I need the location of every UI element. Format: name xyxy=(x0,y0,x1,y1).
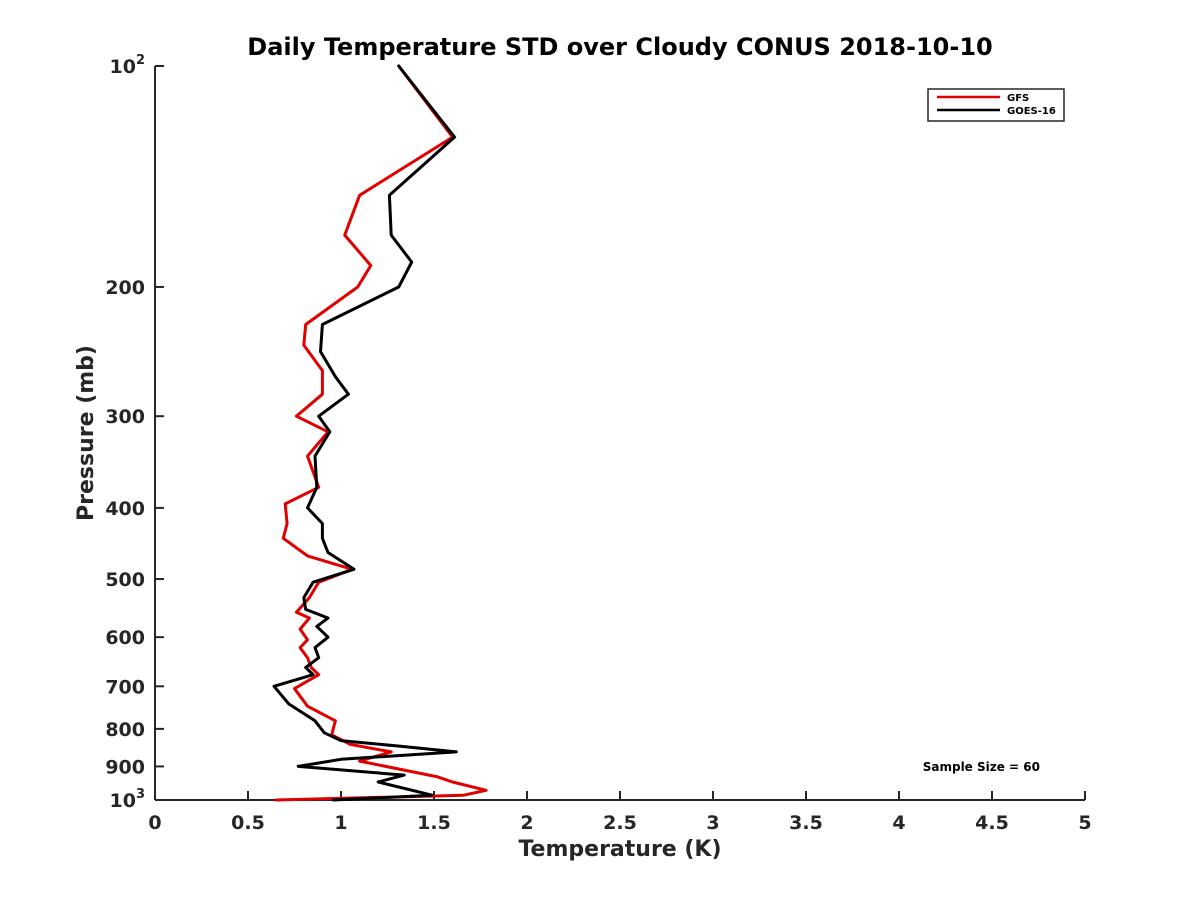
x-tick-label: 1 xyxy=(334,812,347,834)
legend-label: GOES-16 xyxy=(1007,106,1056,117)
x-tick-label: 5 xyxy=(1078,812,1091,834)
y-tick-label: 800 xyxy=(105,719,145,741)
series-lines xyxy=(272,64,488,802)
x-tick-label: 3 xyxy=(706,812,719,834)
y-tick-label: 900 xyxy=(105,756,145,778)
y-tick-label: 600 xyxy=(105,627,145,649)
sample-size-annotation: Sample Size = 60 xyxy=(923,760,1040,774)
y-tick-label: 500 xyxy=(105,569,145,591)
series-line-goes-16 xyxy=(272,64,458,802)
legend-label: GFS xyxy=(1007,93,1029,104)
legend-items: GFS GOES-16 xyxy=(937,93,1056,117)
x-tick-label: 3.5 xyxy=(789,812,823,834)
legend: GFS GOES-16 xyxy=(927,88,1065,122)
y-tick-label: 102 xyxy=(110,53,146,78)
x-tick-label: 2.5 xyxy=(603,812,637,834)
x-tick-label: 0.5 xyxy=(231,812,265,834)
x-tick-label: 0 xyxy=(148,812,161,834)
x-tick-label: 2 xyxy=(520,812,533,834)
chart-title: Daily Temperature STD over Cloudy CONUS … xyxy=(247,33,992,61)
x-tick-label: 4 xyxy=(892,812,905,834)
x-tick-label: 1.5 xyxy=(417,812,451,834)
series-line-gfs xyxy=(274,64,488,802)
x-ticks: 0 0.5 1 1.5 2 2.5 3 3.5 4 4.5 5 xyxy=(148,791,1092,834)
plot-area: 0 0.5 1 1.5 2 2.5 3 3.5 4 4.5 5 102 200 300 400 500 600… xyxy=(105,53,1091,834)
y-tick-label: 103 xyxy=(110,787,146,812)
y-axis-label: Pressure (mb) xyxy=(74,345,99,521)
x-tick-label: 4.5 xyxy=(975,812,1009,834)
y-tick-label: 400 xyxy=(105,498,145,520)
y-ticks: 102 200 300 400 500 600 700 800 900 103 xyxy=(105,53,164,812)
y-tick-label: 700 xyxy=(105,676,145,698)
y-tick-label: 300 xyxy=(105,406,145,428)
x-axis-label: Temperature (K) xyxy=(518,837,721,862)
legend-box xyxy=(927,88,1065,122)
y-tick-label: 200 xyxy=(105,277,145,299)
